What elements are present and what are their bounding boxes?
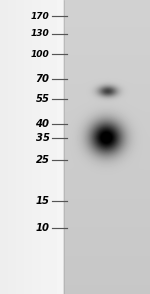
Text: 25: 25 [36,155,50,165]
Text: 55: 55 [36,94,50,104]
Text: 40: 40 [36,119,50,129]
Text: 10: 10 [36,223,50,233]
Text: 15: 15 [36,196,50,206]
Text: 70: 70 [36,74,50,84]
Text: 35: 35 [36,133,50,143]
Text: 100: 100 [31,50,50,59]
Text: 130: 130 [31,29,50,38]
Text: 170: 170 [31,12,50,21]
